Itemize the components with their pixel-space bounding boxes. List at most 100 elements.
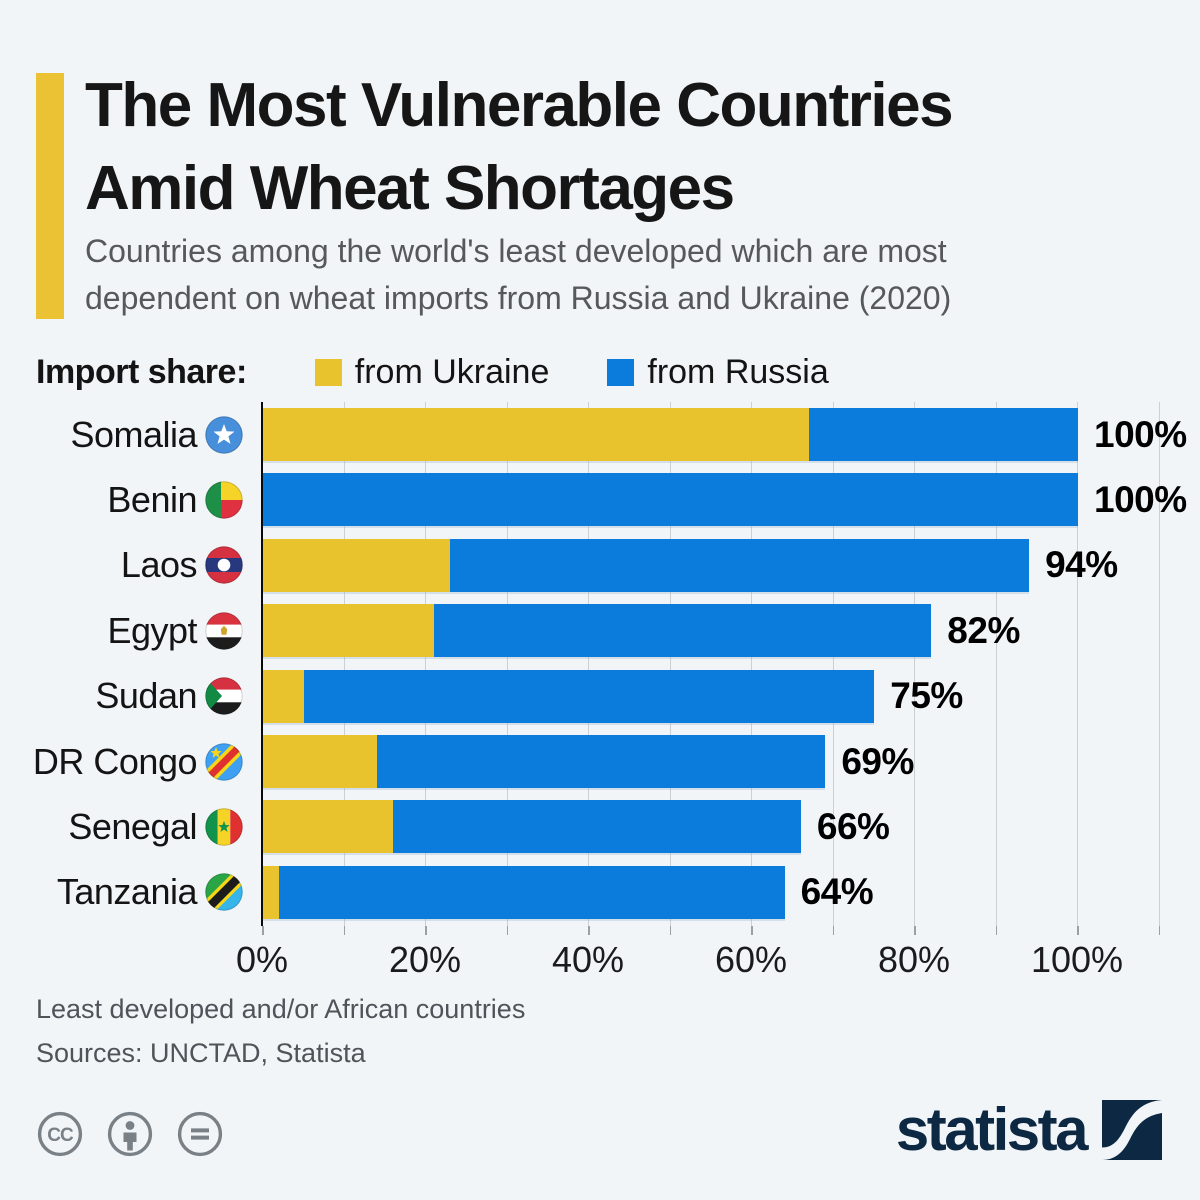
equals-icon (177, 1111, 223, 1157)
bar-segment-russia (450, 538, 1030, 592)
bar-segment-ukraine (263, 735, 378, 788)
bar-segment-russia (809, 408, 1078, 461)
bar-total-label: 69% (841, 740, 914, 782)
gridline (425, 402, 426, 926)
stacked-bar-chart: Somalia 100% Benin 100% Laos 94% Egypt 82% Sudan… (0, 402, 1200, 980)
svg-text:CC: CC (47, 1125, 74, 1146)
bar-total-label: 75% (890, 675, 963, 717)
page-title: The Most Vulnerable Countries Amid Wheat… (85, 64, 954, 230)
gridline (1158, 402, 1160, 926)
flag-senegal-icon (205, 808, 243, 846)
x-axis-tick-label: 0% (235, 939, 289, 980)
country-label: Benin (107, 478, 197, 520)
title-line-1: The Most Vulnerable Countries (85, 71, 954, 140)
flag-sudan-icon (205, 677, 243, 715)
legend: Import share: from Ukraine from Russia (36, 352, 887, 392)
gridline (751, 402, 752, 926)
bar-laos (263, 538, 1030, 592)
x-axis-tick (1158, 926, 1160, 935)
subtitle-line-1: Countries among the world's least develo… (85, 233, 947, 269)
bar-segment-russia (303, 669, 875, 723)
bar-segment-ukraine (263, 538, 451, 592)
statista-branding: statista (896, 1100, 1162, 1160)
bar-senegal (263, 800, 801, 854)
legend-item-ukraine: from Ukraine (314, 352, 550, 392)
gridline (506, 402, 508, 926)
country-label: Tanzania (56, 871, 198, 913)
subtitle-line-2: dependent on wheat imports from Russia a… (85, 280, 952, 316)
attribution-person-icon (107, 1111, 153, 1157)
x-axis-tick (1077, 926, 1079, 935)
flag-dr-congo-icon (205, 742, 243, 781)
gridline (588, 402, 589, 926)
x-axis-tick (262, 926, 264, 935)
bar-total-label: 100% (1094, 478, 1187, 520)
bar-segment-ukraine (263, 669, 304, 723)
x-axis-tick (343, 926, 345, 935)
x-axis-tick (751, 926, 753, 935)
license-icons: CC (36, 1110, 224, 1158)
bar-dr-congo (263, 735, 826, 788)
x-axis-tick (425, 926, 427, 935)
bar-segment-ukraine (263, 408, 810, 461)
gridline (1077, 402, 1078, 926)
x-axis-tick-label: 100% (1030, 939, 1124, 980)
bar-tanzania (263, 865, 785, 919)
legend-item-russia-label: from Russia (647, 352, 829, 391)
gridline (669, 402, 671, 926)
country-label: Somalia (70, 413, 197, 455)
bar-total-label: 94% (1045, 544, 1118, 586)
legend-title: Import share: (36, 352, 247, 391)
bar-segment-ukraine (263, 800, 394, 854)
x-axis-tick (995, 926, 997, 935)
subtitle: Countries among the world's least develo… (85, 228, 951, 322)
y-axis-line (261, 402, 263, 926)
x-axis-tick-label: 60% (714, 939, 788, 980)
flag-tanzania-icon (205, 873, 243, 911)
x-axis-tick-label: 20% (388, 939, 462, 980)
x-axis-tick (506, 926, 508, 935)
chart-sources: Sources: UNCTAD, Statista (36, 1038, 366, 1068)
legend-item-russia: from Russia (607, 352, 829, 392)
bar-segment-russia (434, 604, 932, 658)
bar-segment-ukraine (263, 604, 435, 658)
flag-benin-icon (205, 481, 243, 519)
country-label: Sudan (95, 675, 197, 717)
gridline (995, 402, 997, 926)
flag-somalia-icon (205, 415, 243, 454)
x-axis-tick (832, 926, 834, 935)
gridline (914, 402, 915, 926)
x-axis-tick (914, 926, 916, 935)
flag-egypt-icon (205, 611, 243, 650)
bar-total-label: 82% (947, 609, 1020, 651)
russia-swatch-icon (607, 358, 635, 386)
bar-benin (263, 473, 1078, 527)
ukraine-swatch-icon (314, 358, 342, 386)
bar-segment-russia (393, 800, 801, 854)
chart-footnote: Least developed and/or African countries (36, 994, 526, 1024)
bar-segment-ukraine (263, 865, 280, 919)
x-axis-tick-label: 80% (877, 939, 951, 980)
statista-logo-icon (1102, 1100, 1162, 1160)
title-accent-bar (36, 73, 64, 319)
bar-segment-russia (279, 865, 785, 919)
bar-total-label: 66% (816, 805, 890, 847)
country-label: DR Congo (32, 740, 198, 782)
bar-total-label: 64% (800, 871, 874, 913)
bar-egypt (263, 604, 932, 658)
cc-icon: CC (37, 1111, 83, 1157)
country-label: Laos (120, 544, 198, 586)
gridline (832, 402, 834, 926)
x-axis-tick-label: 40% (551, 939, 625, 980)
x-axis-tick (588, 926, 590, 935)
flag-laos-icon (205, 546, 243, 584)
bar-total-label: 100% (1094, 413, 1187, 455)
gridline (343, 402, 345, 926)
bar-segment-russia (263, 473, 1078, 527)
bar-somalia (263, 408, 1078, 461)
statista-logo-text: statista (895, 1096, 1089, 1163)
legend-item-ukraine-label: from Ukraine (354, 352, 550, 391)
bar-sudan (263, 669, 875, 723)
title-line-2: Amid Wheat Shortages (85, 154, 735, 223)
